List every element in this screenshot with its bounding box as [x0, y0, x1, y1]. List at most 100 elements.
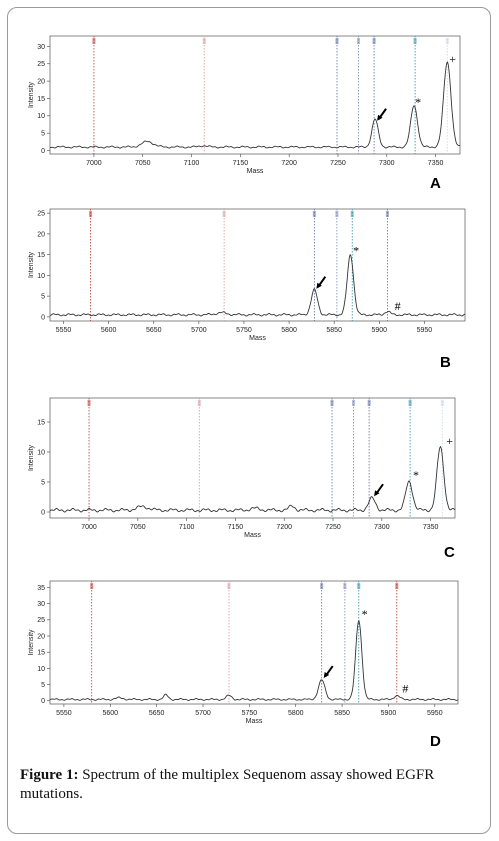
reference-line-tag-b [385, 211, 389, 217]
reference-line-tag-d [90, 583, 94, 589]
y-tick-label-d: 0 [41, 698, 45, 705]
plot-frame-c [49, 397, 456, 519]
x-tick-label-c: 7300 [374, 524, 390, 531]
plot-frame-d [49, 580, 459, 705]
reference-line-tag-d [395, 583, 399, 589]
reference-line-tag-d [357, 583, 361, 589]
x-tick-label-d: 5550 [56, 710, 72, 717]
x-tick-label-a: 7200 [281, 160, 297, 167]
reference-line-tag-d [227, 583, 231, 589]
peak-arrow-c [374, 483, 384, 497]
x-tick-label-b: 5650 [146, 327, 162, 334]
x-tick-label-d: 5750 [242, 710, 258, 717]
reference-line-tag-c [440, 400, 444, 406]
reference-line-tag-a [202, 38, 206, 44]
x-tick-label-d: 5700 [195, 710, 211, 717]
panel-label-a: A [430, 175, 441, 192]
panel-c: 0 5 10 15 7000 7050 7100 7150 7200 7250 7300 7350 Ma… [28, 392, 468, 552]
reference-line-tag-c [330, 400, 334, 406]
y-tick-label-a: 20 [37, 79, 45, 86]
y-tick-label-a: 5 [41, 131, 45, 138]
y-axis-title-a: Intensity [28, 81, 35, 108]
reference-line-tag-a [372, 38, 376, 44]
peak-marker-a: * [415, 95, 421, 109]
x-tick-label-d: 5650 [149, 710, 165, 717]
x-tick-label-b: 5850 [326, 327, 342, 334]
y-tick-label-b: 5 [41, 294, 45, 301]
x-tick-label-a: 7000 [86, 160, 102, 167]
y-tick-label-d: 30 [37, 601, 45, 608]
x-tick-label-d: 5850 [334, 710, 350, 717]
x-tick-label-a: 7150 [233, 160, 249, 167]
x-tick-label-b: 5550 [56, 327, 72, 334]
x-axis-title-c: Mass [244, 532, 261, 539]
y-tick-label-b: 20 [37, 231, 45, 238]
peak-marker-b: * [353, 243, 359, 257]
y-axis-title-c: Intensity [28, 444, 35, 471]
spectrum-trace-a [49, 61, 461, 149]
x-tick-label-c: 7100 [179, 524, 195, 531]
panel-label-d: D [430, 733, 441, 750]
y-tick-label-c: 0 [41, 509, 45, 516]
reference-line-tag-c [352, 400, 356, 406]
y-tick-label-d: 25 [37, 617, 45, 624]
x-tick-label-c: 7000 [81, 524, 97, 531]
y-tick-label-a: 25 [37, 61, 45, 68]
x-tick-label-c: 7250 [325, 524, 341, 531]
y-tick-label-a: 0 [41, 148, 45, 155]
x-axis-title-d: Mass [246, 718, 263, 725]
peak-arrow-d [323, 665, 334, 679]
x-tick-label-a: 7250 [330, 160, 346, 167]
peak-marker-d: * [362, 607, 368, 621]
spectrum-trace-c [49, 445, 456, 513]
x-tick-label-d: 5900 [381, 710, 397, 717]
x-tick-label-a: 7350 [428, 160, 444, 167]
x-tick-label-d: 5950 [427, 710, 443, 717]
y-tick-label-c: 10 [37, 449, 45, 456]
plot-frame-b [49, 208, 466, 322]
y-tick-label-a: 10 [37, 113, 45, 120]
reference-line-tag-c [367, 400, 371, 406]
reference-line-tag-c [408, 400, 412, 406]
spectrum-chart-d: 0 5 10 15 20 25 30 35 5550 5600 5650 5700 5750 5800 58… [28, 580, 459, 725]
peak-marker-d: # [402, 681, 408, 695]
y-axis-title-d: Intensity [28, 629, 35, 656]
peak-arrow-b [316, 276, 327, 289]
peak-arrow-head-a [377, 114, 383, 121]
figure-caption: Figure 1: Spectrum of the multiplex Sequ… [20, 766, 480, 804]
reference-line-tag-a [335, 38, 339, 44]
y-tick-label-c: 5 [41, 479, 45, 486]
y-tick-label-a: 15 [37, 96, 45, 103]
x-tick-label-a: 7100 [184, 160, 200, 167]
reference-line-tag-a [413, 38, 417, 44]
panel-d: 0 5 10 15 20 25 30 35 5550 5600 5650 5700 5750 5800 58… [28, 575, 468, 735]
x-tick-label-b: 5950 [417, 327, 433, 334]
peak-arrow-a [377, 108, 387, 121]
peak-marker-a: + [449, 52, 456, 66]
y-tick-label-c: 15 [37, 419, 45, 426]
peak-arrow-head-c [374, 490, 380, 497]
reference-line-tag-b [335, 211, 339, 217]
x-axis-title-b: Mass [249, 335, 266, 342]
peak-marker-c: + [446, 434, 453, 448]
x-tick-label-c: 7050 [130, 524, 146, 531]
y-tick-label-a: 30 [37, 44, 45, 51]
x-tick-label-b: 5750 [236, 327, 252, 334]
x-tick-label-b: 5600 [101, 327, 117, 334]
spectrum-chart-c: 0 5 10 15 7000 7050 7100 7150 7200 7250 7300 7350 Ma… [28, 397, 456, 539]
reference-line-tag-a [356, 38, 360, 44]
peak-marker-b: # [395, 299, 401, 313]
panel-a: 0 5 10 15 20 25 30 7000 7050 7100 7150 7200 7250 7300… [28, 30, 468, 190]
x-tick-label-a: 7300 [379, 160, 395, 167]
reference-line-tag-a [445, 38, 449, 44]
y-tick-label-d: 20 [37, 633, 45, 640]
reference-line-tag-d [343, 583, 347, 589]
reference-line-tag-c [197, 400, 201, 406]
caption-label: Figure 1: [20, 767, 79, 783]
y-axis-title-b: Intensity [28, 251, 35, 278]
y-tick-label-b: 0 [41, 314, 45, 321]
y-tick-label-d: 5 [41, 682, 45, 689]
reference-line-tag-b [89, 211, 93, 217]
x-tick-label-d: 5800 [288, 710, 304, 717]
spectrum-chart-a: 0 5 10 15 20 25 30 7000 7050 7100 7150 7200 7250 7300… [28, 35, 461, 175]
